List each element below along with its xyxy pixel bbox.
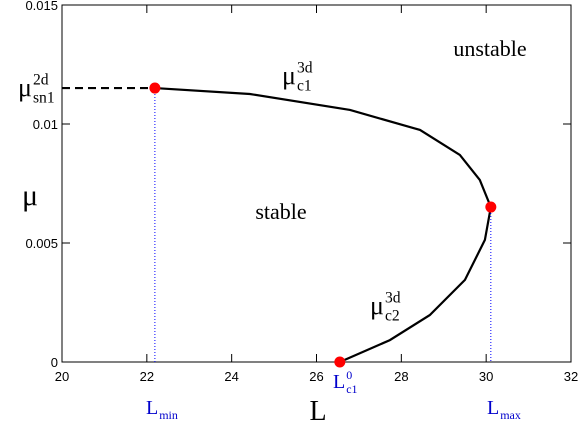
y-tick-label: 0.005 [25, 236, 58, 251]
annotation: μ [18, 73, 32, 102]
x-tick-label: 32 [564, 369, 578, 384]
x-tick-label: 28 [394, 369, 408, 384]
annotation: stable [255, 199, 306, 224]
annotation: μ [282, 61, 296, 90]
annotation-sub: c1 [297, 78, 312, 95]
x-axis-label: L [309, 396, 326, 425]
x-tick-label: 26 [309, 369, 323, 384]
point [334, 356, 346, 368]
x-tick-label: 22 [140, 369, 154, 384]
annotation-sub: min [159, 408, 178, 422]
x-tick-label: 20 [55, 369, 69, 384]
annotation: unstable [453, 36, 526, 61]
annotation: μ [370, 291, 384, 320]
y-axis-label: μ [22, 179, 38, 212]
annotation-sup: 0 [346, 368, 352, 382]
annotation: L [333, 371, 345, 393]
annotation-sub: c2 [385, 308, 400, 325]
annotation-sub: c1 [346, 382, 357, 396]
annotation-sub: max [500, 408, 521, 422]
y-tick-label: 0.01 [33, 117, 58, 132]
y-tick-label: 0 [51, 355, 58, 370]
point [485, 201, 497, 213]
x-tick-label: 24 [224, 369, 238, 384]
annotation: L [146, 397, 158, 419]
annotation-sub: sn1 [33, 90, 55, 107]
x-tick-label: 30 [479, 369, 493, 384]
annotation: L [487, 397, 499, 419]
curve [154, 86, 492, 364]
annotation-sup: 3d [297, 59, 313, 76]
annotation-sup: 3d [385, 289, 401, 306]
point [149, 82, 161, 94]
y-tick-label: 0.015 [25, 0, 58, 13]
annotation-sup: 2d [33, 71, 49, 88]
